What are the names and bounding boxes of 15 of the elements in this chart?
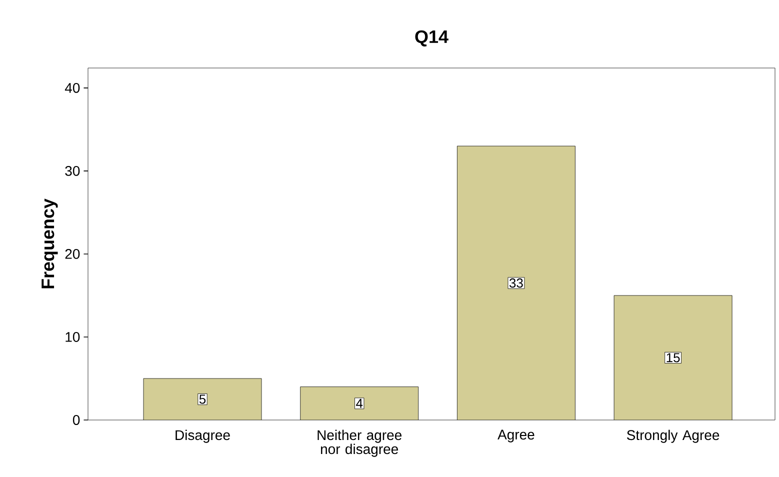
y-tick-label: 30 xyxy=(65,166,80,176)
chart-title: Q14 xyxy=(415,30,448,46)
data-label: 15 xyxy=(666,353,680,362)
x-tick-label: Neither agree nor disagree xyxy=(318,430,402,457)
y-tick-label: 40 xyxy=(64,82,80,93)
data-label: 4 xyxy=(356,398,363,408)
y-axis-title: Frequency xyxy=(42,198,58,288)
x-tick-label: Agree xyxy=(498,430,534,442)
y-tick-label: 0 xyxy=(72,415,80,425)
x-tick-label: Strongly Agree xyxy=(627,430,720,443)
data-label: 33 xyxy=(509,278,523,288)
y-tick-label: 20 xyxy=(65,248,80,259)
y-tick-label: 10 xyxy=(66,332,80,342)
x-tick-label: Disagree xyxy=(176,430,230,443)
data-label: 5 xyxy=(199,394,206,404)
